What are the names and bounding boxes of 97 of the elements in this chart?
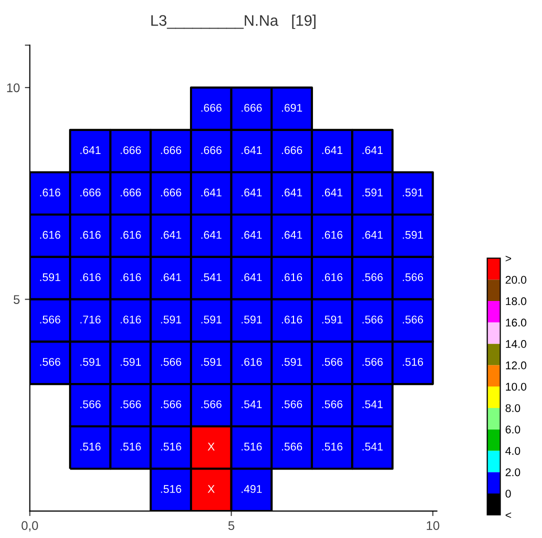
data-label: .516	[120, 442, 141, 451]
data-label: .666	[80, 188, 101, 196]
color-bar-label: <	[506, 512, 512, 518]
color-bar-label: 20.0	[506, 276, 526, 284]
data-label: .591	[362, 188, 383, 196]
data-label: .616	[40, 230, 60, 239]
data-label: .566	[40, 316, 60, 324]
data-label: .641	[362, 230, 383, 239]
data-label: .541	[362, 400, 383, 408]
data-label: .591	[120, 358, 141, 366]
data-label: .591	[242, 316, 262, 324]
color-bar-label: 18.0	[506, 297, 526, 306]
data-label: .566	[362, 358, 383, 366]
data-label: .641	[282, 230, 302, 239]
data-label: .616	[282, 316, 302, 324]
data-label: .591	[161, 316, 182, 324]
data-label: X	[208, 442, 215, 450]
data-label: .566	[402, 316, 423, 324]
data-label: .641	[242, 230, 262, 239]
data-label: .641	[362, 146, 383, 154]
data-label: .616	[282, 273, 302, 282]
data-label: .666	[120, 146, 141, 154]
data-label: .616	[322, 230, 342, 239]
chart-title: L3_________N.Na [19]	[151, 14, 316, 29]
data-label: .666	[161, 146, 182, 154]
data-label: .641	[201, 188, 222, 196]
data-label: .566	[362, 273, 383, 282]
data-label: .566	[402, 273, 423, 282]
data-label: .566	[322, 358, 342, 366]
data-label: .666	[161, 188, 182, 196]
color-bar-label: 2.0	[506, 468, 520, 476]
data-label: .641	[242, 188, 262, 196]
color-bar-label: 10.0	[506, 382, 526, 391]
data-label: .616	[40, 188, 60, 196]
x-tick-label: 10	[426, 521, 440, 530]
color-bar-label: 6.0	[506, 426, 520, 434]
data-label: .541	[362, 442, 383, 451]
color-bar-label: 8.0	[506, 404, 520, 412]
data-label: .566	[80, 400, 101, 408]
data-label: .616	[80, 273, 101, 282]
data-label: .616	[80, 230, 101, 239]
data-label: .566	[322, 400, 342, 408]
data-label: .641	[282, 188, 302, 196]
data-label: .566	[201, 400, 222, 408]
data-label: .616	[120, 316, 141, 324]
x-tick-label: 5	[228, 521, 234, 530]
data-label: .616	[120, 273, 141, 282]
data-label: .541	[201, 273, 222, 282]
data-label: .666	[120, 188, 141, 196]
data-label: .566	[161, 400, 182, 408]
data-label: .566	[282, 400, 302, 408]
data-label: .641	[201, 230, 222, 239]
x-tick-label: 0,0	[22, 521, 38, 532]
data-label: .516	[402, 358, 423, 366]
color-bar-label: 4.0	[505, 446, 520, 455]
color-bar-label: 14.0	[506, 340, 526, 348]
data-label: .641	[161, 230, 182, 239]
data-label: .641	[322, 146, 342, 154]
color-bar-label: >	[506, 256, 512, 262]
data-label: .591	[201, 316, 222, 324]
data-label: .716	[80, 316, 101, 324]
data-label: .616	[242, 358, 262, 366]
data-label: .591	[201, 358, 222, 366]
color-bar-label: 0	[506, 490, 511, 498]
data-label: .641	[242, 146, 262, 154]
data-label: .641	[322, 188, 342, 196]
data-label: .566	[120, 400, 141, 408]
data-label: .641	[80, 146, 101, 154]
data-label: .666	[201, 146, 222, 154]
data-label: .516	[322, 442, 342, 451]
data-label: .591	[322, 316, 342, 324]
data-label: .616	[322, 273, 342, 282]
data-label: .691	[282, 104, 302, 112]
data-label: .516	[161, 485, 182, 493]
data-label: .591	[282, 358, 302, 366]
data-label: .641	[242, 273, 262, 282]
data-label: .566	[362, 316, 383, 324]
color-bar-label: 16.0	[506, 318, 526, 327]
data-label: .591	[402, 230, 423, 239]
data-label: .666	[201, 104, 222, 112]
data-label: .541	[242, 400, 262, 408]
data-label: .666	[242, 104, 262, 112]
color-bar-label: 12.0	[506, 361, 526, 370]
data-label: .616	[120, 230, 141, 239]
data-label: .566	[40, 358, 60, 366]
data-label: .591	[402, 188, 423, 196]
data-label: .641	[161, 273, 182, 282]
data-label: .566	[161, 358, 182, 366]
data-label: .591	[80, 358, 101, 366]
data-label: .516	[161, 442, 182, 451]
data-label: .516	[242, 442, 262, 451]
data-label: .516	[80, 442, 101, 451]
data-label: .566	[282, 442, 302, 451]
data-label: .591	[40, 273, 60, 282]
data-label: .666	[282, 146, 302, 154]
data-label: X	[208, 485, 215, 493]
data-label: .491	[242, 485, 262, 493]
